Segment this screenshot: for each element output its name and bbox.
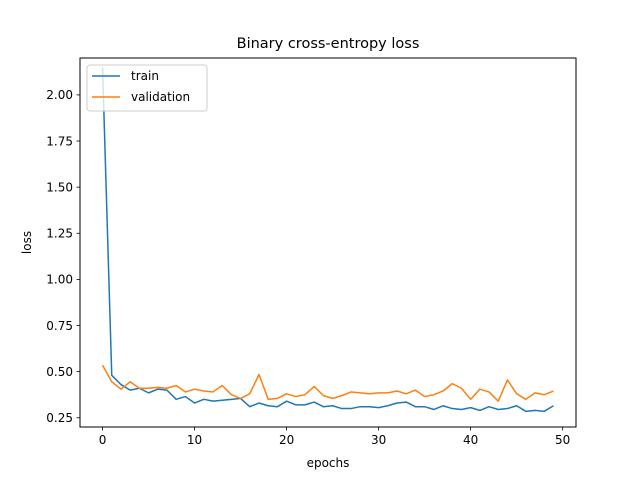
y-axis-label: loss (20, 231, 34, 254)
x-tick-label: 20 (279, 433, 294, 447)
x-tick-label: 0 (99, 433, 107, 447)
legend-label-train: train (131, 69, 159, 83)
x-axis-label: epochs (307, 456, 350, 470)
x-tick-label: 40 (463, 433, 478, 447)
x-tick-label: 30 (371, 433, 386, 447)
y-axis-ticks: 0.25 0.50 0.75 1.00 1.25 1.50 1.75 2.00 (46, 88, 80, 425)
y-tick-label: 0.50 (46, 365, 73, 379)
x-axis-ticks: 0 10 20 30 40 50 (99, 427, 570, 447)
y-tick-label: 2.00 (46, 88, 73, 102)
legend-label-validation: validation (131, 90, 190, 104)
x-tick-label: 50 (555, 433, 570, 447)
chart-title: Binary cross-entropy loss (237, 36, 420, 52)
y-tick-label: 1.75 (46, 134, 73, 148)
x-tick-label: 10 (187, 433, 202, 447)
plot-frame (79, 57, 577, 428)
series-line-validation (101, 364, 554, 402)
legend: train validation (86, 64, 208, 112)
series-line-train (101, 67, 554, 413)
plot-area: 0 10 20 30 40 50 0.25 0.50 0.75 1.00 1.25 1.50 1.75… (46, 57, 577, 447)
y-tick-label: 0.75 (46, 319, 73, 333)
y-tick-label: 1.00 (46, 273, 73, 287)
y-tick-label: 1.50 (46, 180, 73, 194)
y-tick-label: 0.25 (46, 411, 73, 425)
series-layer (101, 67, 554, 413)
y-tick-label: 1.25 (46, 227, 73, 241)
